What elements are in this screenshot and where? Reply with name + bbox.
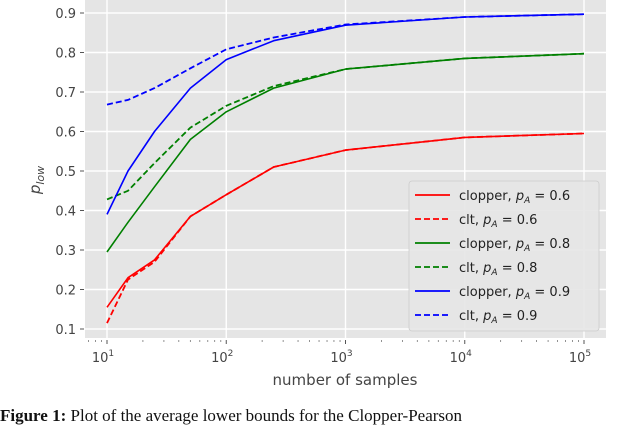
- series-line: [106, 52, 585, 253]
- y-tick-label: 0.6: [55, 126, 76, 141]
- legend-box: [408, 180, 600, 332]
- x-tick-label: 102: [211, 349, 233, 366]
- legend: clopper, pA = 0.6 clt, pA = 0.6 clopper, p…: [408, 180, 600, 332]
- x-tick-label: 105: [569, 349, 591, 366]
- y-tick-label: 0.7: [55, 86, 76, 101]
- series-line: [106, 132, 585, 324]
- y-tick-label: 0.1: [55, 323, 76, 338]
- gridlines: [85, 0, 606, 338]
- x-tick-label: 101: [92, 349, 114, 366]
- caption-text: Plot of the average lower bounds for the…: [66, 406, 463, 425]
- y-tick-label: 0.9: [55, 7, 76, 22]
- legend-label: clt, pA = 0.8: [459, 261, 537, 278]
- x-axis-label: number of samples: [273, 371, 418, 389]
- legend-label: clopper, pA = 0.9: [459, 285, 570, 302]
- y-tick-label: 0.2: [55, 284, 76, 299]
- y-tick-label: 0.4: [55, 205, 76, 220]
- legend-label: clopper, pA = 0.8: [459, 237, 570, 254]
- legend-label: clt, pA = 0.9: [459, 309, 537, 326]
- series-line: [106, 13, 585, 106]
- legend-label: clt, pA = 0.6: [459, 213, 537, 230]
- y-tick-label: 0.8: [55, 47, 76, 62]
- y-axis: 0.1 0.2 0.3 0.4 0.5 0.6 0.7 0.8 0.9: [55, 7, 84, 338]
- figure-caption: Figure 1: Plot of the average lower boun…: [0, 406, 640, 426]
- legend-label: clopper, pA = 0.6: [459, 189, 570, 206]
- series-lines: [106, 13, 585, 324]
- y-axis-label: plow: [26, 166, 47, 195]
- x-axis: 101 102 103 104 105: [88, 340, 591, 366]
- y-tick-label: 0.5: [55, 165, 76, 180]
- y-tick-label: 0.3: [55, 244, 76, 259]
- x-tick-label: 104: [450, 349, 473, 366]
- caption-label: Figure 1:: [0, 406, 67, 425]
- series-line: [106, 52, 585, 201]
- x-tick-label: 103: [330, 349, 352, 366]
